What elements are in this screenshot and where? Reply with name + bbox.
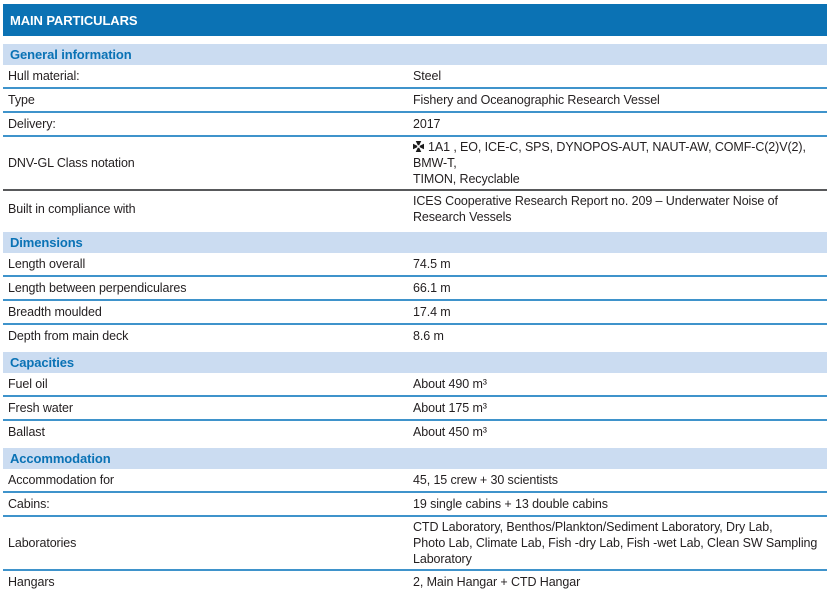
table-title: MAIN PARTICULARS <box>10 12 138 28</box>
table-row: Length overall 74.5 m <box>3 253 827 277</box>
row-value-text: 19 single cabins + 13 double cabins <box>413 497 608 511</box>
table-title-bar: MAIN PARTICULARS <box>3 4 827 36</box>
table-row: Laboratories CTD Laboratory, Benthos/Pla… <box>3 517 827 571</box>
table-row: Depth from main deck 8.6 m <box>3 325 827 347</box>
row-value: Fishery and Oceanographic Research Vesse… <box>413 92 827 108</box>
row-value: About 175 m³ <box>413 400 827 416</box>
dnv-class-cross-icon <box>413 140 428 154</box>
row-value: 17.4 m <box>413 304 827 320</box>
row-value: 19 single cabins + 13 double cabins <box>413 496 827 512</box>
section-title: Accommodation <box>10 451 111 466</box>
row-value: 1A1 , EO, ICE-C, SPS, DYNOPOS-AUT, NAUT-… <box>413 139 827 187</box>
row-value-text: 2017 <box>413 117 441 131</box>
row-value: 45, 15 crew + 30 scientists <box>413 472 827 488</box>
row-label: DNV-GL Class notation <box>8 156 135 170</box>
row-value-text: 8.6 m <box>413 329 444 343</box>
section-header: Accommodation <box>3 448 827 469</box>
row-label: Laboratories <box>8 536 77 550</box>
row-value: 74.5 m <box>413 256 827 272</box>
table-row: Breadth moulded 17.4 m <box>3 301 827 325</box>
section-title: Dimensions <box>10 235 83 250</box>
row-value: About 490 m³ <box>413 376 827 392</box>
row-label: Cabins: <box>8 497 50 511</box>
row-label: Type <box>8 93 35 107</box>
row-value: ICES Cooperative Research Report no. 209… <box>413 193 827 225</box>
row-label: Built in compliance with <box>8 202 136 216</box>
row-value-text: 66.1 m <box>413 281 451 295</box>
table-row: Length between perpendiculares 66.1 m <box>3 277 827 301</box>
table-sections: General information Hull material: Steel… <box>3 44 827 593</box>
row-value: 2017 <box>413 116 827 132</box>
table-row: Type Fishery and Oceanographic Research … <box>3 89 827 113</box>
table-row: Hull material: Steel <box>3 65 827 89</box>
section-rows: Fuel oil About 490 m³ Fresh water About … <box>3 373 827 443</box>
row-value: 66.1 m <box>413 280 827 296</box>
row-value-text: CTD Laboratory, Benthos/Plankton/Sedimen… <box>413 520 818 566</box>
row-value-text: 45, 15 crew + 30 scientists <box>413 473 558 487</box>
table-row: Cabins: 19 single cabins + 13 double cab… <box>3 493 827 517</box>
row-label: Breadth moulded <box>8 305 102 319</box>
row-label: Fuel oil <box>8 377 48 391</box>
section-rows: Length overall 74.5 m Length between per… <box>3 253 827 347</box>
table-row: Accommodation for 45, 15 crew + 30 scien… <box>3 469 827 493</box>
row-label: Fresh water <box>8 401 73 415</box>
row-value: 8.6 m <box>413 328 827 344</box>
row-value: Steel <box>413 68 827 84</box>
row-label: Depth from main deck <box>8 329 129 343</box>
section-title: Capacities <box>10 355 75 370</box>
row-label: Hull material: <box>8 69 80 83</box>
row-value-text: 74.5 m <box>413 257 451 271</box>
row-value: CTD Laboratory, Benthos/Plankton/Sedimen… <box>413 519 827 567</box>
section: Capacities Fuel oil About 490 m³ Fresh w… <box>3 352 827 443</box>
section-title: General information <box>10 47 132 62</box>
table-row: DNV-GL Class notation 1A1 , EO, ICE-C, S… <box>3 137 827 191</box>
row-value-text: Fishery and Oceanographic Research Vesse… <box>413 93 660 107</box>
table-row: Built in compliance with ICES Cooperativ… <box>3 191 827 227</box>
section-header: General information <box>3 44 827 65</box>
row-value-text: About 175 m³ <box>413 401 487 415</box>
table-row: Delivery: 2017 <box>3 113 827 137</box>
row-label: Length between perpendiculares <box>8 281 187 295</box>
row-value-text: About 450 m³ <box>413 425 487 439</box>
row-value-text: About 490 m³ <box>413 377 487 391</box>
row-value-text: 1A1 , EO, ICE-C, SPS, DYNOPOS-AUT, NAUT-… <box>413 140 806 186</box>
row-value-text: 17.4 m <box>413 305 451 319</box>
table-row: Fuel oil About 490 m³ <box>3 373 827 397</box>
section: Dimensions Length overall 74.5 m Length … <box>3 232 827 347</box>
row-label: Delivery: <box>8 117 56 131</box>
row-label: Length overall <box>8 257 86 271</box>
row-label: Ballast <box>8 425 45 439</box>
section-header: Dimensions <box>3 232 827 253</box>
section: General information Hull material: Steel… <box>3 44 827 227</box>
section-rows: Accommodation for 45, 15 crew + 30 scien… <box>3 469 827 593</box>
row-value-text: ICES Cooperative Research Report no. 209… <box>413 194 778 224</box>
table-row: Hangars 2, Main Hangar + CTD Hangar <box>3 571 827 593</box>
row-label: Accommodation for <box>8 473 114 487</box>
row-label: Hangars <box>8 575 55 589</box>
row-value: About 450 m³ <box>413 424 827 440</box>
section-rows: Hull material: Steel Type Fishery and Oc… <box>3 65 827 227</box>
table-row: Fresh water About 175 m³ <box>3 397 827 421</box>
section: Accommodation Accommodation for 45, 15 c… <box>3 448 827 593</box>
row-value-text: Steel <box>413 69 441 83</box>
row-value: 2, Main Hangar + CTD Hangar <box>413 574 827 590</box>
table-row: Ballast About 450 m³ <box>3 421 827 443</box>
section-header: Capacities <box>3 352 827 373</box>
row-value-text: 2, Main Hangar + CTD Hangar <box>413 575 581 589</box>
